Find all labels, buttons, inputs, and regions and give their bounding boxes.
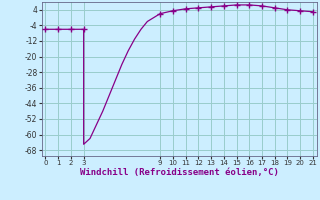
X-axis label: Windchill (Refroidissement éolien,°C): Windchill (Refroidissement éolien,°C) [80, 168, 279, 177]
